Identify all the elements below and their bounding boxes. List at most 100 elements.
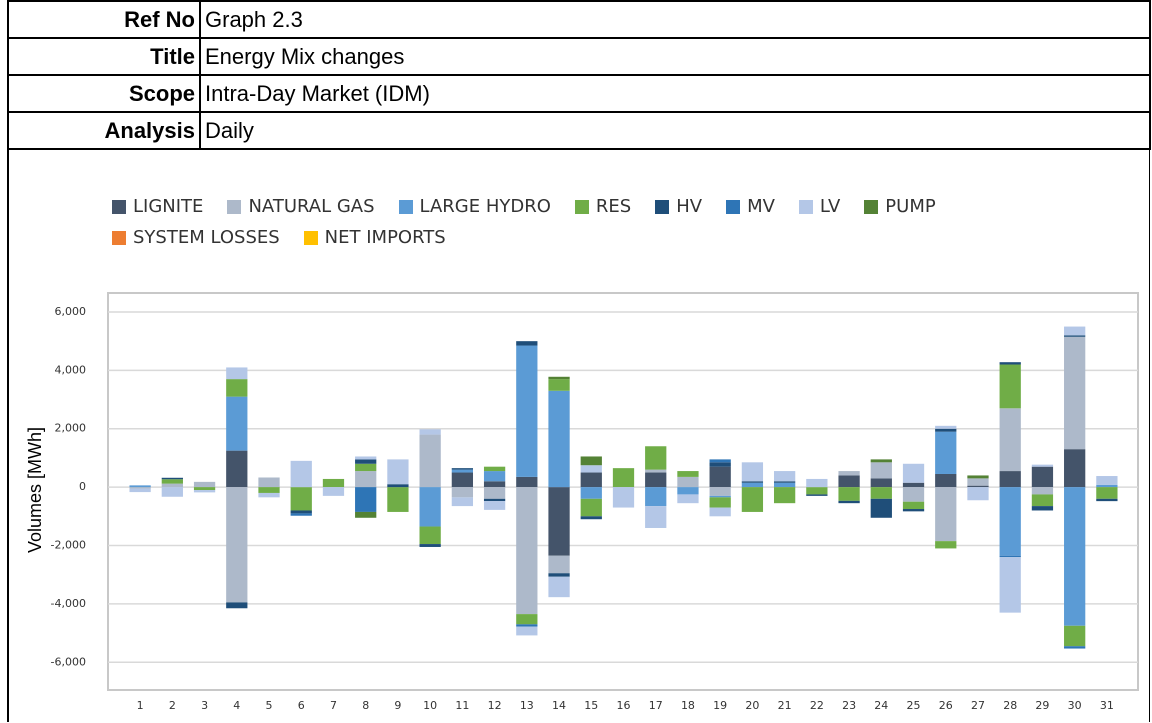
x-tick-label: 3 (201, 699, 208, 712)
bar-segment (129, 488, 151, 493)
bar-segment (645, 506, 667, 528)
bar-segment (516, 345, 538, 477)
bar-segment (1064, 326, 1086, 336)
legend-swatch (726, 199, 741, 214)
legend-swatch (798, 199, 813, 214)
x-tick-label: 31 (1100, 699, 1114, 712)
legend-item: NET IMPORTS (303, 227, 446, 248)
bar-segment (1031, 466, 1054, 488)
bar-segment (516, 614, 538, 625)
bar-segment (419, 429, 441, 435)
bar-segment (548, 487, 570, 556)
legend-item: NATURAL GAS (227, 196, 375, 217)
x-tick-label: 10 (423, 699, 437, 712)
bar-segment (741, 481, 764, 483)
y-axis-title: Volumes [MWh] (25, 427, 45, 553)
bar-segment (999, 471, 1021, 488)
bar-segment (709, 507, 731, 517)
bar-segment (709, 459, 731, 463)
bar-segment (290, 487, 312, 511)
bar-segment (258, 487, 280, 493)
bar-segment (548, 379, 570, 391)
bar-segment (999, 555, 1021, 558)
legend-label: RES (595, 196, 632, 217)
legend-label: NATURAL GAS (248, 196, 375, 217)
bar-segment (1064, 335, 1086, 337)
bar-segment (870, 498, 892, 518)
bar-segment (838, 500, 860, 504)
bar-segment (226, 379, 248, 397)
y-tick-label: -6,000 (51, 655, 86, 668)
legend-swatch (112, 199, 126, 214)
bar-segment (1064, 487, 1086, 626)
bar-segment (741, 482, 764, 488)
bar-segment (902, 463, 925, 483)
bar-segment (580, 516, 602, 520)
bar-segment (258, 477, 280, 488)
bar-segment (870, 487, 892, 499)
header-key: Analysis (7, 111, 201, 150)
bar-segment (451, 487, 474, 498)
bar-segment (193, 490, 216, 493)
bar-segment (193, 487, 216, 491)
bar-segment (290, 460, 312, 488)
header-key: Title (7, 37, 201, 76)
legend-label: LARGE HYDRO (419, 196, 551, 217)
legend-label: SYSTEM LOSSES (133, 227, 280, 248)
header-row: Ref No Graph 2.3 (7, 0, 1151, 39)
bar-segment (709, 466, 731, 488)
bar-segment (580, 487, 602, 499)
bar-segment (773, 481, 796, 483)
x-tick-label: 21 (778, 699, 792, 712)
legend-item: PUMP (864, 196, 936, 217)
bar-segment (967, 478, 989, 486)
x-tick-label: 19 (713, 699, 727, 712)
bar-segment (1096, 476, 1118, 485)
bar-segment (355, 459, 377, 464)
bar-segment (516, 624, 538, 627)
bar-segment (999, 364, 1021, 409)
legend-swatch (303, 230, 318, 245)
bar-segment (355, 511, 377, 518)
bar-segment (355, 471, 377, 488)
legend-swatch (864, 199, 879, 214)
x-tick-label: 11 (455, 699, 469, 712)
plot-frame (107, 292, 1139, 691)
bar-segment (580, 465, 602, 473)
bar-segment (645, 487, 667, 507)
bar-segment (516, 487, 538, 615)
legend-swatch (112, 230, 126, 245)
bar-segment (677, 494, 699, 504)
x-tick-label: 9 (394, 699, 401, 712)
bar-segment (935, 425, 957, 429)
bar-segment (709, 495, 731, 498)
bar-segment (483, 501, 506, 510)
bar-segment (677, 471, 699, 477)
bar-segment (387, 459, 409, 485)
bar-segment (709, 487, 731, 496)
bar-segment (1064, 625, 1086, 647)
bar-segment (709, 497, 731, 508)
bar-segment (483, 471, 506, 482)
bar-segment (902, 482, 925, 488)
bar-segment (226, 487, 248, 603)
header-row: Title Energy Mix changes (7, 37, 1151, 76)
bar-segment (419, 526, 441, 545)
y-tick-label: -4,000 (51, 597, 86, 610)
x-tick-label: 20 (745, 699, 759, 712)
bar-segment (548, 390, 570, 488)
bar-segment (516, 476, 538, 488)
bar-segment (902, 509, 925, 512)
header-row: Analysis Daily (7, 111, 1151, 150)
bar-segment (193, 481, 216, 488)
bar-segment (548, 573, 570, 577)
bar-segment (419, 434, 441, 488)
bar-segment (677, 476, 699, 488)
x-tick-label: 15 (584, 699, 598, 712)
bar-segment (258, 492, 280, 498)
bar-segment (1096, 484, 1118, 488)
bar-segment (709, 462, 731, 467)
bar-segment (1064, 646, 1086, 649)
bar-segment (935, 487, 957, 542)
